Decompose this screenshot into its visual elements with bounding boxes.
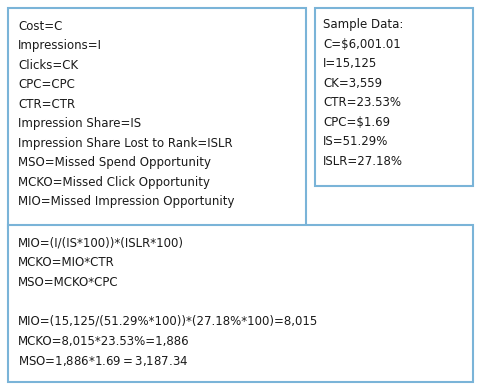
Text: Impression Share=IS: Impression Share=IS [18, 117, 141, 130]
Bar [315, 8, 473, 186]
Text: MSO=Missed Spend Opportunity: MSO=Missed Spend Opportunity [18, 156, 211, 170]
Text: MSO=1,886*$1.69=$3,187.34: MSO=1,886*$1.69=$3,187.34 [18, 354, 189, 368]
Text: MIO=(I/(IS*100))*(ISLR*100): MIO=(I/(IS*100))*(ISLR*100) [18, 237, 184, 250]
Text: MIO=Missed Impression Opportunity: MIO=Missed Impression Opportunity [18, 196, 235, 209]
Text: IS=51.29%: IS=51.29% [323, 135, 388, 148]
Text: MCKO=8,015*23.53%=1,886: MCKO=8,015*23.53%=1,886 [18, 335, 190, 347]
Text: MCKO=MIO*CTR: MCKO=MIO*CTR [18, 256, 115, 270]
Text: CPC=CPC: CPC=CPC [18, 79, 75, 91]
Text: CTR=CTR: CTR=CTR [18, 98, 75, 111]
Text: ISLR=27.18%: ISLR=27.18% [323, 154, 403, 168]
Text: Impressions=I: Impressions=I [18, 40, 102, 53]
Text: CPC=$1.69: CPC=$1.69 [323, 116, 390, 128]
Text: MSO=MCKO*CPC: MSO=MCKO*CPC [18, 276, 119, 289]
Text: MIO=(15,125/(51.29%*100))*(27.18%*100)=8,015: MIO=(15,125/(51.29%*100))*(27.18%*100)=8… [18, 315, 318, 328]
Text: I=15,125: I=15,125 [323, 57, 377, 70]
Bar [8, 8, 306, 228]
Text: Sample Data:: Sample Data: [323, 18, 403, 31]
Text: Cost=C: Cost=C [18, 20, 62, 33]
Text: CTR=23.53%: CTR=23.53% [323, 96, 401, 109]
Text: Clicks=CK: Clicks=CK [18, 59, 78, 72]
Bar [8, 225, 473, 382]
Text: MCKO=Missed Click Opportunity: MCKO=Missed Click Opportunity [18, 176, 210, 189]
Text: CK=3,559: CK=3,559 [323, 77, 382, 89]
Text: Impression Share Lost to Rank=ISLR: Impression Share Lost to Rank=ISLR [18, 137, 233, 150]
Text: C=$6,001.01: C=$6,001.01 [323, 37, 401, 51]
